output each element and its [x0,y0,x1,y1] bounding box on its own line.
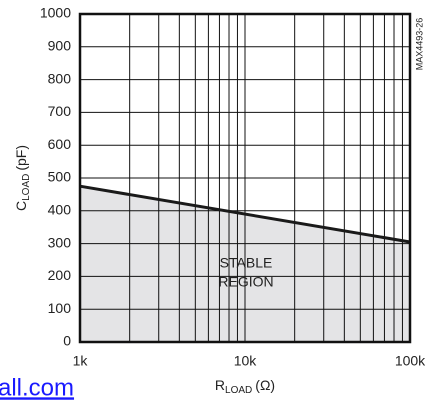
y-axis-label-main: C [13,201,29,211]
y-tick-label: 900 [48,38,72,54]
x-axis-label-unit: (Ω) [255,377,275,393]
footer-link: all.com [0,374,74,401]
figure-code: MAX4493-26 [414,18,424,71]
annotation: STABLE [220,255,273,271]
x-axis-label: RLOAD (Ω) [215,377,275,396]
y-tick-label: 300 [48,234,72,250]
x-axis-label-sub: LOAD [225,385,252,396]
y-tick-label: 0 [63,333,71,349]
y-tick-label: 100 [48,300,72,316]
y-tick-label: 700 [48,103,72,119]
annotation: REGION [218,274,273,290]
x-tick-label: 10k [234,353,258,369]
x-tick-label: 100k [395,353,426,369]
y-tick-label: 500 [48,169,72,185]
y-tick-label: 600 [48,136,72,152]
y-axis-label-unit: (pF) [13,145,29,171]
x-axis-label-main: R [215,377,225,393]
y-axis-label: CLOAD (pF) [13,145,32,211]
plot-frame [78,12,412,344]
y-tick-label: 200 [48,267,72,283]
y-tick-label: 800 [48,70,72,86]
y-axis-label-sub: LOAD [21,174,32,201]
curve [79,184,411,244]
x-tick-label: 1k [73,353,89,369]
y-tick-label: 1000 [40,5,71,21]
y-tick-label: 400 [48,202,72,218]
